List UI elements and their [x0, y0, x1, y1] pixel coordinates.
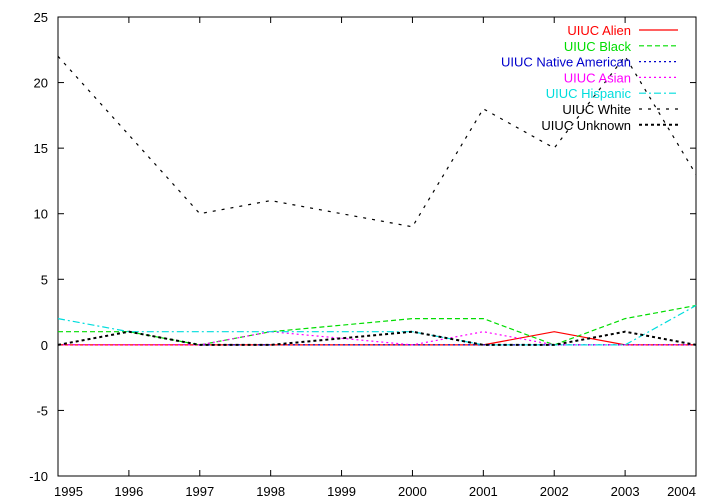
y-tick-label: 25 — [34, 10, 48, 25]
plot-frame — [57, 16, 697, 477]
x-tick-label: 2001 — [469, 484, 498, 499]
legend-label-uiuc-asian: UIUC Asian — [564, 70, 631, 85]
y-tick-label: 10 — [34, 207, 48, 222]
x-tick-label: 1998 — [256, 484, 285, 499]
x-tick-label: 2003 — [611, 484, 640, 499]
legend-label-uiuc-native-american: UIUC Native American — [501, 55, 631, 70]
legend-label-uiuc-black: UIUC Black — [564, 39, 632, 54]
y-tick-label: 20 — [34, 76, 48, 91]
series-line-uiuc-black — [58, 304, 697, 346]
x-tick-label: 1999 — [327, 484, 356, 499]
x-tick-label: 1996 — [114, 484, 143, 499]
legend-label-uiuc-alien: UIUC Alien — [567, 23, 631, 38]
series-lines — [57, 55, 697, 346]
y-tick-label: 5 — [41, 272, 48, 287]
x-tick-label: 2002 — [540, 484, 569, 499]
series-line-uiuc-unknown — [57, 330, 697, 346]
series-line-uiuc-white — [57, 55, 697, 228]
legend-label-uiuc-hispanic: UIUC Hispanic — [546, 86, 632, 101]
y-tick-label: 0 — [41, 338, 48, 353]
x-tick-label: 1995 — [54, 484, 83, 499]
x-tick-label: 1997 — [185, 484, 214, 499]
axis-ticks: -10 -5 0 5 10 15 20 25 1995 1996 1997 1998 1999 2000 2… — [29, 10, 697, 499]
y-tick-label: -5 — [36, 403, 48, 418]
legend-label-uiuc-white: UIUC White — [562, 102, 631, 117]
x-tick-label: 2004 — [667, 484, 696, 499]
y-tick-label: 15 — [34, 141, 48, 156]
y-tick-label: -10 — [29, 469, 48, 484]
legend-label-uiuc-unknown: UIUC Unknown — [541, 118, 631, 133]
series-line-uiuc-alien — [58, 331, 696, 346]
series-line-uiuc-asian — [58, 331, 696, 346]
x-tick-label: 2000 — [398, 484, 427, 499]
series-line-uiuc-hispanic — [57, 304, 697, 346]
